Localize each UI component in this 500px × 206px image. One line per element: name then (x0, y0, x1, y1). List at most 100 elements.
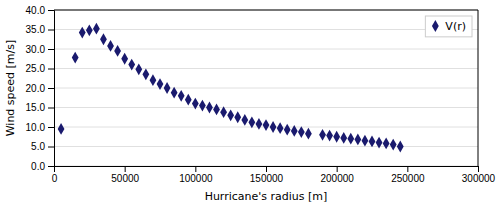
point (383, 137, 390, 149)
tick-label: 20.0 (26, 83, 46, 94)
point (326, 130, 333, 142)
point (86, 24, 93, 36)
tick-label: 300000 (462, 173, 496, 184)
point (107, 40, 114, 52)
tick-mark (125, 166, 126, 172)
frame (54, 10, 478, 11)
grid-line (54, 146, 478, 147)
point (354, 134, 361, 146)
grid-line (54, 107, 478, 108)
point (142, 68, 149, 80)
tick: 0 (52, 166, 58, 184)
points (58, 23, 404, 153)
tick-label: 250000 (391, 173, 425, 184)
frame (478, 10, 479, 166)
grid (54, 10, 478, 166)
tick-mark (48, 49, 54, 50)
legend-box (425, 16, 472, 37)
tick-mark (266, 166, 267, 172)
point (121, 53, 128, 65)
plot: 0 50000 100000 150000 200000 250000 300000 0.0 5… (4, 5, 496, 203)
point (305, 128, 312, 140)
tick-mark (48, 108, 54, 109)
point (135, 63, 142, 75)
tick: 300000 (462, 166, 496, 184)
grid-line (54, 88, 478, 89)
tick: 5.0 (31, 141, 54, 152)
point (93, 23, 100, 35)
point (263, 119, 270, 131)
point (79, 27, 86, 39)
y-axis-title: Wind speed [m/s] (4, 40, 17, 137)
tick-mark (48, 10, 54, 11)
tick: 20.0 (26, 83, 54, 94)
tick: 10.0 (26, 122, 54, 133)
point (390, 139, 397, 151)
tick-label: 0.0 (31, 161, 45, 172)
point (213, 104, 220, 116)
tick-label: 150000 (250, 173, 284, 184)
point (227, 109, 234, 121)
point (220, 106, 227, 118)
point (114, 45, 121, 57)
point (192, 98, 199, 110)
point (298, 126, 305, 138)
point (234, 111, 241, 123)
tick: 0.0 (31, 161, 54, 172)
tick-label: 200000 (320, 173, 354, 184)
tick: 200000 (320, 166, 354, 184)
tick-label: 40.0 (26, 5, 46, 16)
x-axis-title: Hurricane's radius [m] (205, 190, 328, 203)
tick-mark (48, 69, 54, 70)
tick: 35.0 (26, 24, 54, 35)
tick-mark (195, 166, 196, 172)
axis-line (55, 167, 479, 173)
tick-mark (48, 127, 54, 128)
tick-label: 10.0 (26, 122, 46, 133)
tick-label: 0 (52, 173, 58, 184)
tick-mark (48, 166, 54, 167)
grid-line (54, 29, 478, 30)
point (291, 125, 298, 137)
point (376, 137, 383, 149)
point (72, 52, 79, 64)
point (362, 135, 369, 147)
tick: 30.0 (26, 44, 54, 55)
point (241, 114, 248, 126)
tick: 100000 (179, 166, 213, 184)
point (206, 102, 213, 114)
point (256, 118, 263, 130)
legend: V(r) (425, 16, 472, 37)
tick-label: 100000 (179, 173, 213, 184)
point (150, 74, 157, 86)
series (58, 23, 404, 153)
tick-label: 25.0 (26, 63, 46, 74)
tick-mark (48, 147, 54, 148)
point (199, 100, 206, 112)
grid-line (54, 10, 478, 11)
tick-mark (48, 30, 54, 31)
tick-label: 15.0 (26, 102, 46, 113)
point (270, 121, 277, 133)
x-axis: 0 50000 100000 150000 200000 250000 300000 (52, 166, 496, 184)
point (248, 116, 255, 128)
tick: 250000 (391, 166, 425, 184)
tick-mark (478, 166, 479, 172)
axis-line (48, 11, 55, 167)
legend-label: V(r) (445, 20, 466, 33)
legend-marker (432, 20, 439, 32)
chart: 0 50000 100000 150000 200000 250000 300000 0.0 5… (0, 0, 500, 206)
point (164, 82, 171, 94)
grid-line (54, 68, 478, 69)
point (157, 78, 164, 90)
tick: 25.0 (26, 63, 54, 74)
tick: 40.0 (26, 5, 54, 16)
tick-label: 30.0 (26, 44, 46, 55)
point (369, 136, 376, 148)
tick: 50000 (111, 166, 139, 184)
tick: 15.0 (26, 102, 54, 113)
tick-label: 50000 (111, 173, 139, 184)
point (347, 133, 354, 145)
point (319, 129, 326, 141)
point (277, 122, 284, 134)
